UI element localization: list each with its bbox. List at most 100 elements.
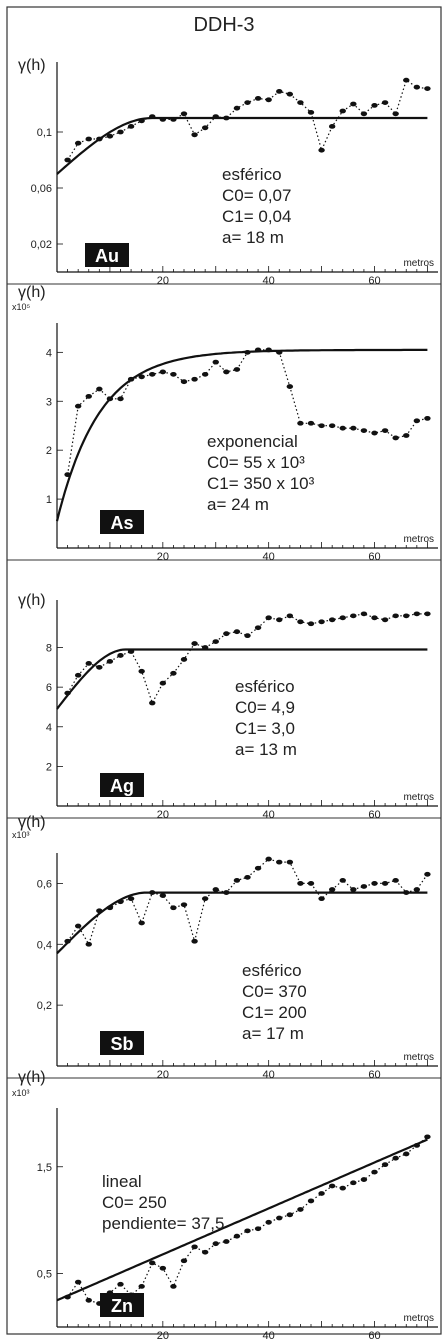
experimental-point: [233, 877, 241, 883]
experimental-point: [360, 428, 368, 434]
y-scale-label: x10³: [12, 1088, 30, 1098]
panel-ag: 20 40 60 metros 2 4 6 8 γ(h) esférico C0= 4,9 C1= 3…: [7, 592, 441, 821]
figure-title: DDH-3: [193, 14, 255, 36]
experimental-point: [85, 1297, 92, 1303]
experimental-point: [138, 668, 145, 674]
x-tick-label: 40: [263, 1330, 275, 1341]
experimental-point: [106, 659, 114, 664]
experimental-point: [96, 136, 103, 142]
experimental-point: [159, 893, 167, 898]
experimental-point: [371, 615, 378, 621]
x-tick-label: 20: [157, 551, 169, 563]
experimental-point: [318, 147, 325, 153]
element-badge: [100, 773, 144, 797]
experimental-point: [328, 423, 336, 429]
experimental-point: [307, 621, 315, 627]
model-text-line: C0= 370: [242, 982, 307, 1001]
experimental-point: [64, 1294, 71, 1300]
x-tick-label: 60: [368, 809, 380, 821]
experimental-point: [117, 1281, 124, 1287]
experimental-point: [350, 101, 357, 107]
model-curve: [56, 116, 428, 175]
experimental-point: [265, 856, 272, 862]
experimental-point: [381, 617, 389, 623]
model-text-line: a= 13 m: [235, 740, 297, 759]
experimental-point: [138, 920, 145, 926]
experimental-point: [138, 118, 145, 124]
experimental-point: [212, 887, 219, 892]
experimental-point: [360, 111, 368, 117]
experimental-point: [106, 905, 114, 911]
experimental-point: [64, 157, 71, 163]
experimental-point: [265, 347, 272, 353]
experimental-point: [276, 349, 283, 355]
experimental-point: [360, 884, 368, 889]
x-tick-label: 20: [157, 1069, 169, 1081]
experimental-point: [201, 125, 209, 131]
element-badge: [100, 510, 144, 534]
experimental-point: [149, 1260, 156, 1266]
experimental-point: [85, 393, 92, 399]
experimental-point: [159, 117, 167, 122]
panel-zn: 20 40 60 metros 0,5 1,5 γ(h) x10³ lineal C0= 250 p…: [12, 1069, 438, 1341]
experimental-point: [127, 376, 135, 382]
experimental-point: [244, 633, 251, 639]
x-tick-label: 40: [263, 809, 275, 821]
experimental-point: [350, 425, 357, 431]
y-tick-label: 0,4: [37, 939, 52, 951]
experimental-point: [233, 367, 241, 372]
experimental-point: [424, 871, 431, 877]
experimental-point: [212, 359, 219, 365]
y-axis-label: γ(h): [18, 1069, 46, 1086]
x-tick-label: 40: [263, 1069, 275, 1081]
experimental-point: [350, 887, 357, 892]
y-tick-label: 2: [46, 445, 52, 457]
experimental-point: [286, 859, 294, 865]
experimental-point: [350, 613, 357, 619]
experimental-point: [265, 615, 272, 621]
experimental-point: [381, 881, 389, 886]
y-tick-label: 0,2: [37, 1000, 52, 1012]
experimental-point: [413, 418, 421, 424]
experimental-point: [127, 124, 135, 129]
experimental-point: [339, 877, 346, 883]
panel-au: 20 40 60 metros 0,02 0,06 0,1 γ(h) esférico C0= 0…: [7, 57, 441, 287]
model-text-line: esférico: [242, 961, 302, 980]
experimental-point: [371, 103, 378, 108]
y-axis-label: γ(h): [18, 284, 46, 301]
model-curve: [56, 891, 428, 955]
model-curve: [55, 348, 428, 522]
element-badge-label: As: [110, 513, 133, 533]
x-axis-label: metros: [403, 1052, 434, 1063]
experimental-line: [67, 1136, 428, 1305]
model-text-line: pendiente= 37,5: [102, 1214, 224, 1233]
model-text-line: a= 24 m: [207, 495, 269, 514]
experimental-point: [149, 114, 156, 119]
figure-frame: [6, 6, 442, 1335]
experimental-point: [424, 86, 431, 91]
experimental-point: [244, 1228, 251, 1234]
x-tick-label: 60: [368, 1330, 380, 1341]
experimental-point: [318, 896, 325, 902]
experimental-point: [381, 428, 389, 434]
experimental-point: [254, 1226, 262, 1232]
model-text-line: C1= 200: [242, 1003, 307, 1022]
x-tick-label: 20: [157, 275, 169, 287]
model-text-line: lineal: [102, 1172, 142, 1191]
experimental-point: [328, 124, 336, 129]
experimental-point: [254, 347, 262, 353]
experimental-point: [223, 115, 230, 121]
experimental-point: [297, 100, 304, 105]
element-badge-label: Zn: [111, 1296, 133, 1316]
experimental-point: [170, 371, 177, 377]
element-badge: [100, 1293, 144, 1317]
experimental-point: [180, 657, 188, 662]
experimental-point: [223, 369, 230, 375]
experimental-point: [117, 653, 124, 658]
experimental-point: [328, 1183, 336, 1189]
x-axis-label: metros: [403, 258, 434, 269]
y-tick-label: 4: [46, 722, 52, 734]
experimental-point: [64, 690, 71, 696]
experimental-point: [297, 881, 304, 886]
